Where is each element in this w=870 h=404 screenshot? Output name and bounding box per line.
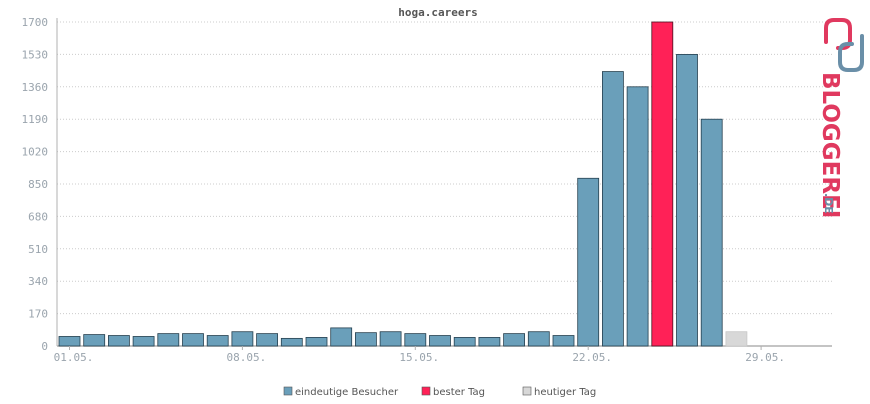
legend-swatch <box>522 386 532 396</box>
x-axis-ticks: 01.05. 08.05. 15.05. 22.05. 29.05. <box>54 346 785 364</box>
bar-visitors <box>182 333 204 347</box>
y-tick-label: 0 <box>41 340 48 353</box>
logo-suffix: .DE <box>822 193 835 214</box>
bar-visitors <box>157 333 180 347</box>
logo-text: BLOGGEREI <box>817 72 843 218</box>
y-tick-label: 1360 <box>22 81 49 94</box>
bar-visitors <box>429 335 451 347</box>
y-tick-label: 340 <box>28 275 48 288</box>
bar-visitors <box>132 336 155 347</box>
y-tick-label: 680 <box>28 210 48 223</box>
bar-visitors <box>577 177 600 347</box>
y-tick-label: 1020 <box>22 146 49 159</box>
legend-swatch <box>283 386 293 396</box>
bar-visitors <box>503 333 526 347</box>
y-tick-label: 1530 <box>22 48 49 61</box>
y-tick-label: 1700 <box>22 16 49 29</box>
legend: eindeutige Besucher bester Tag heutiger Ta… <box>283 386 596 398</box>
bar-visitors <box>305 337 328 347</box>
bar-visitors <box>256 333 279 347</box>
y-tick-label: 510 <box>28 243 48 256</box>
y-tick-label: 170 <box>28 308 48 321</box>
bar-visitors <box>379 331 402 347</box>
bar-visitors <box>626 86 649 347</box>
bar-visitors <box>231 331 254 347</box>
bar-visitors <box>58 336 81 347</box>
logo-mark-icon <box>824 18 864 72</box>
bar-visitors <box>552 335 575 347</box>
bar-visitors <box>280 337 303 347</box>
bars <box>58 21 748 347</box>
x-tick-label: 08.05. <box>227 351 267 364</box>
x-tick-label: 15.05. <box>399 351 439 364</box>
bar-visitors <box>527 331 550 347</box>
bar-visitors <box>478 337 501 347</box>
y-axis-ticks: 0 170 340 510 680 850 1020 1190 1360 1530 1700 <box>22 16 49 353</box>
y-tick-label: 1190 <box>22 113 49 126</box>
legend-label: bester Tag <box>433 387 485 398</box>
chart-title: hoga.careers <box>398 6 477 19</box>
bar-visitors <box>602 71 624 347</box>
x-tick-label: 22.05. <box>572 351 612 364</box>
bar-visitors <box>453 337 476 347</box>
bar-best-day <box>651 21 674 347</box>
x-tick-label: 29.05. <box>745 351 785 364</box>
y-tick-label: 850 <box>28 178 48 191</box>
legend-swatch <box>421 386 431 396</box>
bar-visitors <box>404 333 427 347</box>
bar-today <box>725 331 748 347</box>
bar-visitors <box>354 332 377 347</box>
bar-visitors <box>676 54 698 347</box>
legend-label: heutiger Tag <box>534 387 596 398</box>
bar-visitors <box>108 335 130 347</box>
bar-visitors <box>700 118 723 347</box>
bloggerei-logo: BLOGGEREI .DE <box>817 18 864 218</box>
bar-visitors <box>206 335 229 347</box>
legend-label: eindeutige Besucher <box>295 387 399 398</box>
bar-visitors <box>330 327 353 347</box>
bar-visitors <box>83 334 106 347</box>
x-tick-label: 01.05. <box>54 351 94 364</box>
